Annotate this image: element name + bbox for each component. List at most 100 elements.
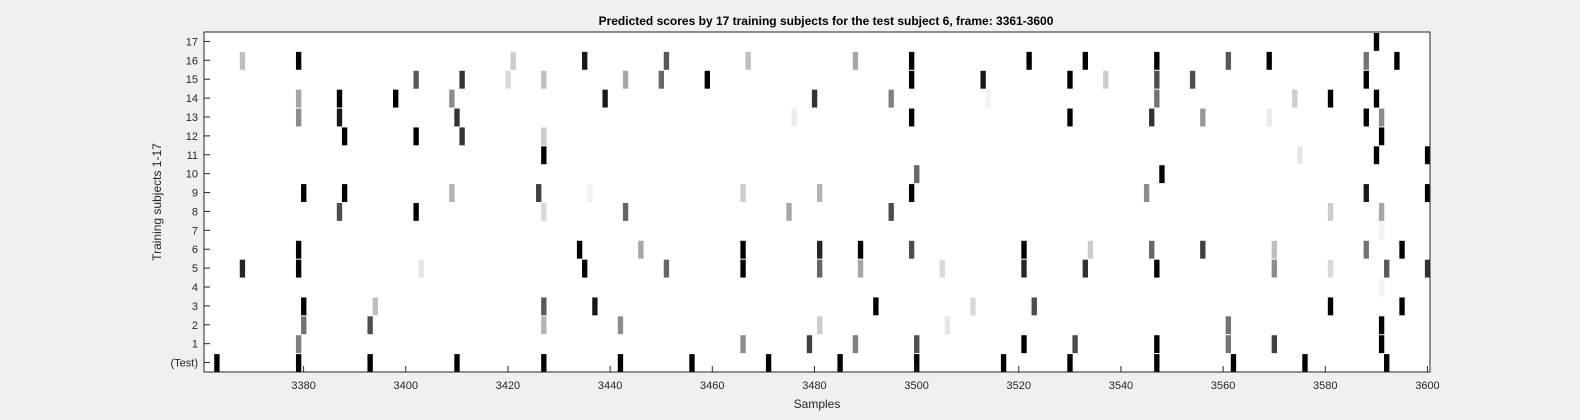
heatmap-cell [341, 184, 348, 202]
heatmap-cell [1363, 51, 1369, 70]
heatmap-cell [1067, 70, 1073, 89]
heatmap-cell [1424, 146, 1431, 165]
heatmap-cell [740, 240, 746, 259]
heatmap-cell [295, 108, 302, 127]
heatmap-cell [602, 89, 608, 108]
heatmap-cell [857, 259, 864, 278]
heatmap-cell [301, 184, 307, 202]
heatmap-cell [341, 127, 348, 146]
x-tick-label: 3380 [291, 380, 315, 392]
y-tick-label: 16 [186, 55, 198, 67]
heatmap-cell [663, 259, 670, 278]
heatmap-cell [1373, 146, 1380, 165]
heatmap-cell [857, 240, 864, 259]
heatmap-cell [939, 259, 945, 278]
heatmap-cell [413, 203, 419, 221]
heatmap-cell [622, 203, 629, 221]
y-tick-label: 4 [192, 282, 198, 294]
x-tick-label: 3460 [700, 380, 724, 392]
heatmap-cell [1154, 70, 1160, 89]
heatmap-cell [1271, 259, 1277, 278]
heatmap-cell [1072, 335, 1078, 354]
heatmap-cell [617, 354, 624, 372]
heatmap-cell [413, 127, 419, 146]
heatmap-cell [888, 89, 894, 108]
heatmap-cell [541, 70, 547, 89]
heatmap-cell [295, 89, 302, 108]
heatmap-cell [908, 70, 915, 89]
y-tick-label: 8 [192, 206, 198, 218]
y-tick-label: (Test) [171, 358, 199, 370]
heatmap-cell [1363, 108, 1369, 127]
heatmap-cell [985, 89, 991, 108]
heatmap-cell [239, 259, 246, 278]
heatmap-cell [449, 184, 455, 202]
heatmap-cell [336, 108, 343, 127]
heatmap-cell [1424, 184, 1431, 202]
heatmap-cell [852, 51, 859, 70]
plot-frame [203, 31, 1431, 373]
heatmap-cell [1082, 51, 1088, 70]
heatmap-cell [914, 165, 920, 184]
heatmap-cell [980, 70, 986, 89]
heatmap-cell [765, 354, 772, 372]
heatmap-cell [1067, 108, 1073, 127]
heatmap-cell [1087, 240, 1094, 259]
heatmap-cell [786, 203, 792, 221]
heatmap-cell [1384, 259, 1390, 278]
heatmap-cell [791, 108, 797, 127]
heatmap-cell [295, 335, 302, 354]
heatmap-cell [1230, 354, 1237, 372]
heatmap-cell [811, 89, 818, 108]
heatmap-cell [541, 297, 547, 316]
heatmap-cell [541, 127, 547, 146]
heatmap-cell [817, 184, 823, 202]
heatmap-cell [592, 297, 598, 316]
heatmap-cell [449, 89, 455, 108]
heatmap-cell [1302, 354, 1308, 372]
heatmap-cell [817, 259, 823, 278]
heatmap-cell [1384, 354, 1390, 372]
heatmap-cell [1189, 70, 1196, 89]
x-tick-label: 3420 [496, 380, 520, 392]
heatmap-cell [908, 108, 915, 127]
y-tick-label: 13 [186, 112, 198, 124]
heatmap-cell [617, 316, 624, 335]
heatmap-cell [454, 354, 460, 372]
heatmap-cell [1378, 221, 1385, 240]
heatmap-cell [1000, 354, 1007, 372]
heatmap-cell [459, 70, 465, 89]
heatmap-cell [1378, 316, 1385, 335]
heatmap-cell [1067, 354, 1073, 372]
y-tick-label: 5 [192, 263, 198, 275]
heatmap-cell [1327, 259, 1334, 278]
heatmap-cell [1143, 184, 1150, 202]
heatmap-cell [536, 184, 542, 202]
heatmap-cell [1394, 51, 1400, 70]
heatmap-cell [336, 89, 343, 108]
x-axis-label: Samples [794, 397, 841, 411]
heatmap-cell [740, 184, 746, 202]
chart-title: Predicted scores by 17 training subjects… [599, 14, 1054, 28]
y-axis-label: Training subjects 1-17 [150, 143, 164, 261]
x-tick-label: 3400 [394, 380, 418, 392]
heatmap-cell [1271, 240, 1277, 259]
heatmap-cell [510, 51, 516, 70]
heatmap-cell [541, 203, 547, 221]
y-tick-label: 12 [186, 131, 198, 143]
heatmap-cell [1154, 335, 1160, 354]
heatmap-cell [418, 259, 424, 278]
heatmap-cell [908, 240, 915, 259]
heatmap-cell [1149, 108, 1155, 127]
y-tick-label: 15 [186, 74, 198, 86]
heatmap-cell [454, 108, 460, 127]
heatmap-cell [1363, 70, 1369, 89]
heatmap-cell [1200, 240, 1206, 259]
heatmap-cell [1266, 108, 1272, 127]
heatmap-cell [214, 354, 220, 372]
heatmap-cell [239, 51, 246, 70]
y-tick-label: 10 [186, 169, 198, 181]
y-tick-label: 3 [192, 301, 198, 313]
heatmap-cell [1200, 108, 1206, 127]
heatmap-cell [658, 70, 664, 89]
